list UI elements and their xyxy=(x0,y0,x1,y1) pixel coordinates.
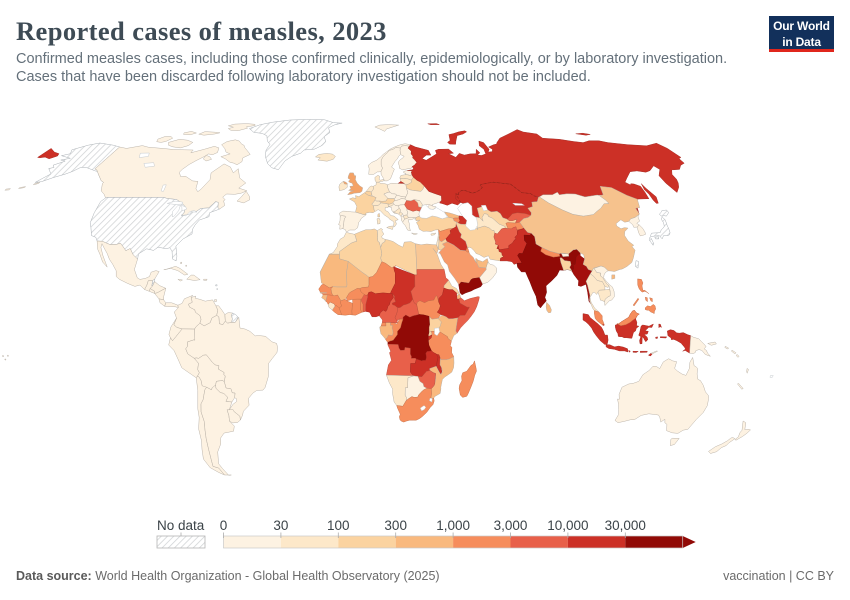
svg-text:30: 30 xyxy=(273,518,288,533)
svg-text:3,000: 3,000 xyxy=(494,518,528,533)
svg-text:No data: No data xyxy=(157,518,205,533)
svg-text:300: 300 xyxy=(384,518,407,533)
svg-text:0: 0 xyxy=(220,518,228,533)
svg-text:30,000: 30,000 xyxy=(605,518,646,533)
svg-text:10,000: 10,000 xyxy=(547,518,588,533)
svg-text:100: 100 xyxy=(327,518,350,533)
svg-text:1,000: 1,000 xyxy=(436,518,470,533)
